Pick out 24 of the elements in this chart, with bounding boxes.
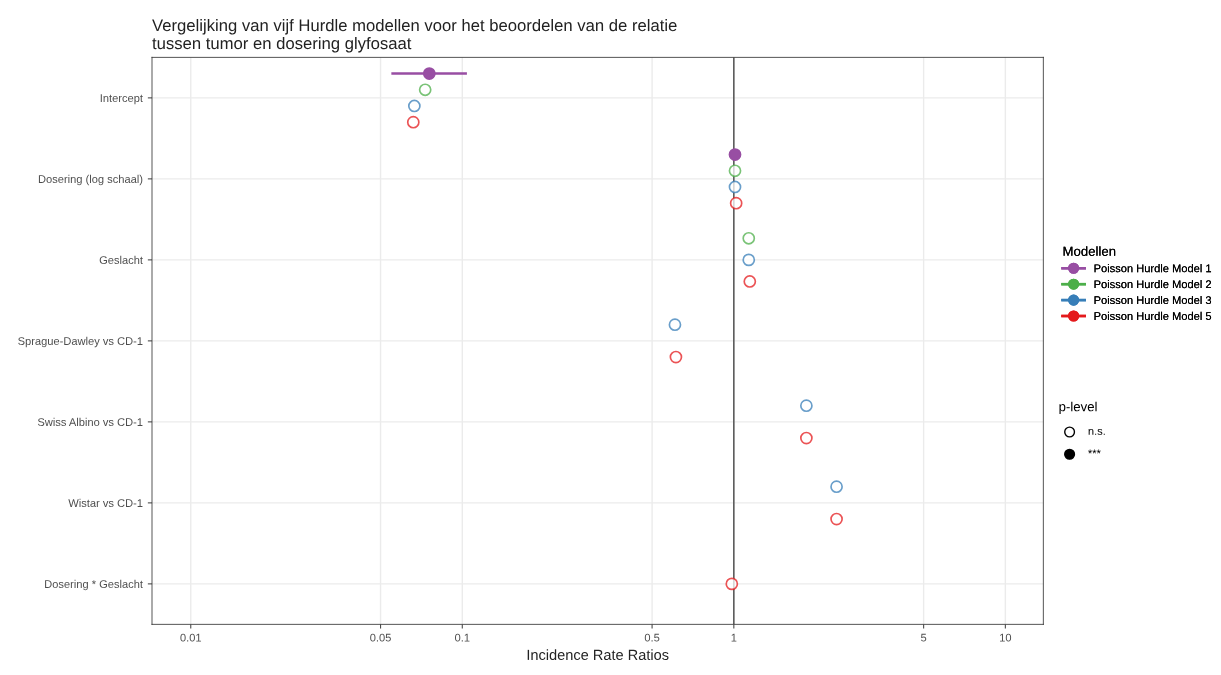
text: *** <box>1088 449 1101 454</box>
legend-title: Modellen <box>1063 246 1116 256</box>
chart-title: Vergelijking van vijf Hurdle modellen voor het beoordelen van de relatie tussen tumor en dosering glyfosaat <box>152 19 677 53</box>
x-tick-label: 10 <box>1000 633 1012 642</box>
y-tick-label: Dosering (log schaal) <box>38 174 143 186</box>
y-tick-label: Intercept <box>100 94 143 105</box>
legend-label: Poisson Hurdle Model 2 <box>1094 280 1212 289</box>
x-axis-title: Incidence Rate Ratios <box>527 649 669 661</box>
x-tick-label: 5 <box>920 633 927 642</box>
x-tick-label: 0.1 <box>455 633 470 642</box>
y-tick-label: Dosering * Geslacht <box>45 579 143 591</box>
legend-label: Poisson Hurdle Model 1 <box>1094 264 1212 273</box>
y-tick-label: Wistar vs CD-1 <box>68 498 143 508</box>
legend-label: Poisson Hurdle Model 5 <box>1094 311 1212 321</box>
text: n.s. <box>1088 428 1105 435</box>
legend-label: Poisson Hurdle Model 3 <box>1094 295 1212 305</box>
x-tick-label: 1 <box>731 633 737 642</box>
text: p-level <box>1059 401 1097 414</box>
x-tick-label: 0.05 <box>370 633 391 642</box>
y-tick-label: Geslacht <box>99 255 143 265</box>
y-tick-label: Sprague-Dawley vs CD-1 <box>18 336 143 348</box>
y-tick-label: Swiss Albino vs CD-1 <box>37 417 143 427</box>
x-tick-label: 0.01 <box>180 633 202 642</box>
x-tick-label: 0.5 <box>644 633 660 642</box>
